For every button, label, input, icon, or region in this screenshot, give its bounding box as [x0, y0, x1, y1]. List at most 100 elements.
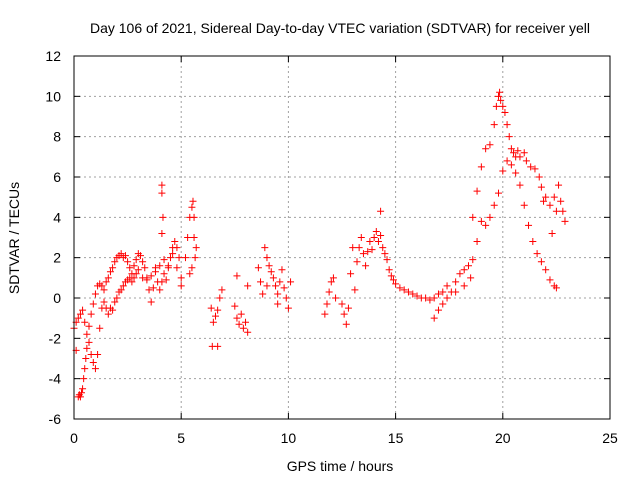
data-point — [156, 286, 164, 294]
data-point — [540, 197, 548, 205]
data-point — [464, 262, 472, 270]
data-point — [497, 96, 505, 104]
data-point — [527, 163, 535, 171]
data-point — [512, 169, 520, 177]
data-point — [409, 290, 417, 298]
data-point — [469, 213, 477, 221]
data-point — [121, 252, 129, 260]
data-point — [147, 298, 155, 306]
data-point — [473, 238, 481, 246]
data-point — [104, 274, 112, 282]
y-axis-label: SDTVAR / TECUs — [6, 182, 22, 294]
x-tick-label: 20 — [495, 430, 511, 446]
data-point — [507, 161, 515, 169]
data-point — [81, 318, 89, 326]
data-point — [162, 276, 170, 284]
data-point — [109, 264, 117, 272]
data-point — [499, 167, 507, 175]
data-point — [555, 181, 563, 189]
data-point — [422, 294, 430, 302]
data-point — [503, 121, 511, 129]
data-point — [486, 141, 494, 149]
data-point — [79, 385, 87, 393]
data-point — [499, 102, 507, 110]
data-point — [113, 294, 121, 302]
data-point — [83, 344, 91, 352]
data-point — [261, 244, 269, 252]
data-point — [181, 254, 189, 262]
data-point — [392, 280, 400, 288]
data-point — [78, 389, 86, 397]
data-point — [80, 375, 88, 383]
data-point — [287, 278, 295, 286]
y-tick-label: -6 — [49, 411, 62, 427]
data-point — [557, 197, 565, 205]
data-point — [106, 268, 114, 276]
data-point — [546, 201, 554, 209]
data-point — [355, 244, 363, 252]
data-point — [426, 296, 434, 304]
data-point — [83, 330, 91, 338]
data-point — [357, 234, 365, 241]
data-point — [89, 300, 97, 308]
data-point — [139, 258, 147, 266]
data-point — [342, 320, 350, 328]
data-point — [128, 278, 136, 286]
data-point — [546, 276, 554, 284]
data-point — [469, 256, 477, 264]
data-point — [520, 149, 528, 157]
x-tick-label: 5 — [177, 430, 185, 446]
data-point — [366, 238, 374, 246]
data-point — [278, 266, 286, 274]
data-point — [362, 262, 370, 270]
data-point — [173, 244, 181, 252]
data-point — [374, 238, 382, 246]
data-point — [149, 284, 157, 292]
data-point — [477, 217, 485, 225]
data-point — [452, 278, 460, 286]
data-point — [102, 278, 110, 286]
data-point — [164, 264, 172, 272]
data-point — [496, 88, 504, 96]
data-point — [111, 298, 119, 306]
data-point — [259, 290, 267, 298]
data-point — [212, 312, 220, 320]
data-point — [535, 173, 543, 181]
data-point — [550, 193, 558, 201]
data-point — [452, 288, 460, 296]
data-point — [192, 244, 200, 252]
data-point — [76, 310, 84, 318]
data-point — [191, 254, 199, 262]
data-point — [189, 197, 197, 205]
data-point — [516, 181, 524, 189]
data-point — [359, 250, 367, 258]
data-point — [158, 189, 166, 197]
data-point — [254, 264, 262, 272]
data-point — [370, 234, 378, 241]
data-point — [244, 282, 252, 290]
x-axis-label: GPS time / hours — [287, 458, 394, 474]
x-tick-label: 0 — [70, 430, 78, 446]
data-point — [134, 266, 142, 274]
data-point — [490, 201, 498, 209]
data-point — [332, 294, 340, 302]
data-point — [231, 302, 239, 310]
axis-ticks — [73, 55, 611, 420]
data-point — [117, 286, 125, 294]
data-point — [338, 300, 346, 308]
data-point — [529, 238, 537, 246]
data-point — [495, 189, 503, 197]
data-point — [119, 282, 127, 290]
data-point — [321, 310, 329, 318]
y-tick-label: 4 — [53, 209, 61, 225]
data-point — [325, 288, 333, 296]
data-point — [372, 227, 380, 235]
data-point — [510, 149, 518, 157]
x-tick-label: 10 — [281, 430, 297, 446]
data-point — [87, 310, 95, 318]
data-point — [82, 355, 90, 362]
data-point — [237, 310, 245, 318]
data-point — [87, 350, 95, 358]
data-point — [443, 282, 451, 290]
